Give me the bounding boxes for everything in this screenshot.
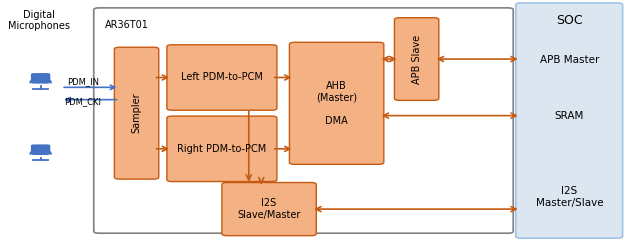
Text: Digital
Microphones: Digital Microphones — [8, 10, 70, 31]
Text: I2S
Master/Slave: I2S Master/Slave — [535, 186, 603, 208]
Text: I2S
Slave/Master: I2S Slave/Master — [238, 198, 301, 220]
Text: APB Master: APB Master — [540, 55, 599, 65]
Text: SRAM: SRAM — [555, 111, 584, 121]
FancyBboxPatch shape — [31, 144, 50, 155]
Text: PDM_CKI: PDM_CKI — [65, 98, 102, 107]
Text: APB Slave: APB Slave — [412, 34, 421, 84]
FancyBboxPatch shape — [516, 3, 623, 238]
Text: AHB
(Master)

DMA: AHB (Master) DMA — [316, 81, 357, 126]
Text: Sampler: Sampler — [132, 93, 142, 134]
Text: SOC: SOC — [556, 15, 583, 27]
FancyBboxPatch shape — [114, 47, 159, 179]
Text: PDM_IN: PDM_IN — [68, 77, 100, 86]
FancyBboxPatch shape — [290, 42, 384, 164]
FancyBboxPatch shape — [167, 116, 277, 182]
FancyBboxPatch shape — [394, 18, 439, 100]
Text: Left PDM-to-PCM: Left PDM-to-PCM — [181, 73, 263, 82]
FancyBboxPatch shape — [167, 45, 277, 110]
Text: Right PDM-to-PCM: Right PDM-to-PCM — [177, 144, 266, 154]
FancyBboxPatch shape — [222, 183, 316, 236]
Text: AR36T01: AR36T01 — [105, 20, 149, 30]
FancyBboxPatch shape — [31, 73, 50, 84]
